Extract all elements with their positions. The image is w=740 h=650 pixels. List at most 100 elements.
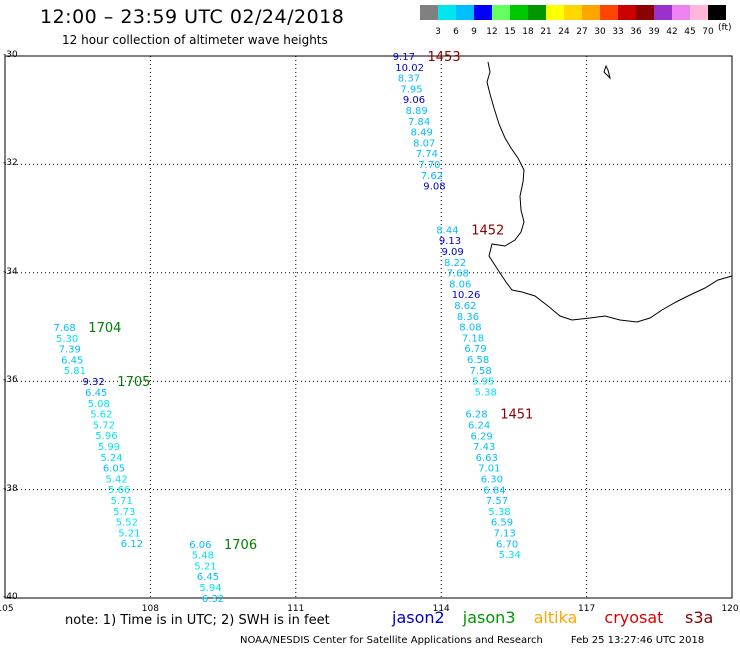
wave-height-value: 5.42 [106,474,128,485]
wave-height-value: 5.73 [113,507,135,518]
x-tick-label: 111 [287,604,305,614]
wave-height-value: 6.28 [465,410,487,421]
scale-swatch [672,5,690,20]
scale-label: 36 [630,27,642,37]
wave-height-value: 5.81 [64,366,86,377]
altimeter-tracks: 9.1710.028.377.959.068.897.848.498.077.7… [54,50,534,605]
y-tick-label: -40 [3,592,18,602]
pass-number-label: 1706 [224,538,257,553]
footnote: note: 1) Time is in UTC; 2) SWH is in fe… [65,613,330,628]
wave-height-value: 6.45 [61,355,83,366]
wave-height-value: 7.57 [486,496,508,507]
wave-height-value: 6.12 [121,539,143,550]
wave-height-value: 5.08 [88,399,110,410]
wave-height-value: 5.71 [111,496,133,507]
scale-swatch [654,5,672,20]
scale-label: 3 [435,27,441,37]
satellite-legend-cryosat: cryosat [604,608,664,627]
scale-label: 15 [504,27,516,37]
y-tick-label: -34 [3,266,18,277]
scale-label: 45 [684,27,696,37]
wave-height-value: 6.32 [202,594,224,605]
map-frame [4,55,733,599]
scale-unit: (ft) [718,23,732,33]
wave-height-value: 8.08 [459,323,481,334]
scale-label: 30 [594,27,606,37]
wave-height-value: 9.09 [442,247,464,258]
pass-number-label: 1452 [471,223,504,238]
wave-height-value: 6.70 [496,539,518,550]
satellite-legend-jason3: jason3 [462,608,516,627]
wave-height-value: 9.32 [83,377,105,388]
wave-height-value: 8.22 [444,258,466,269]
wave-height-value: 7.39 [59,345,81,356]
wave-height-value: 7.95 [400,84,422,95]
wave-height-value: 6.05 [103,464,125,475]
wave-height-value: 5.72 [93,420,115,431]
wave-height-value: 5.48 [192,551,214,562]
wave-height-value: 7.84 [408,117,430,128]
wave-height-value: 5.94 [199,583,221,594]
wave-height-value: 5.62 [90,410,112,421]
pass-number-label: 1704 [88,321,121,336]
wave-height-value: 5.52 [116,518,138,529]
scale-label: 12 [486,27,498,37]
scale-swatch [600,5,618,20]
wave-height-value: 6.63 [476,453,498,464]
wave-height-value: 8.07 [413,138,435,149]
scale-swatch [564,5,582,20]
scale-label: 24 [558,27,570,37]
wave-height-value: 8.37 [398,74,420,85]
scale-label: 6 [453,27,459,37]
wave-height-value: 5.38 [475,387,497,398]
wave-height-value: 7.68 [54,323,76,334]
coastline-fragment [603,64,611,80]
wave-height-value: 8.62 [454,301,476,312]
wave-height-value: 7.62 [421,171,443,182]
wave-height-value: 8.06 [449,279,471,290]
wave-height-value: 8.44 [436,225,458,236]
x-tick-label: 105 [0,604,14,614]
scale-swatch [708,5,726,20]
wave-height-value: 7.74 [416,149,438,160]
wave-height-value: 6.84 [483,485,505,496]
satellite-legend-altika: altika [533,608,578,627]
wave-height-value: 7.68 [447,269,469,280]
scale-swatch [618,5,636,20]
wave-height-value: 6.59 [491,518,513,529]
wave-height-value: 7.13 [494,529,516,540]
footer: NOAA/NESDIS Center for Satellite Applica… [240,635,704,646]
wave-height-value: 6.29 [471,431,493,442]
pass-number-label: 1705 [117,375,150,390]
scale-label: 18 [522,27,534,37]
wave-height-value: 5.21 [118,528,140,539]
wave-height-value: 9.13 [439,236,461,247]
wave-height-value: 5.99 [98,442,120,453]
scale-swatch [690,5,708,20]
scale-swatch [636,5,654,20]
wave-height-value: 7.70 [418,160,440,171]
y-tick-label: -36 [3,375,18,386]
chart-title: 12:00 – 23:59 UTC 02/24/2018 [40,6,345,28]
scale-swatch [456,5,474,20]
wave-height-value: 5.66 [108,485,130,496]
x-tick-label: 114 [432,604,450,614]
footer-org: NOAA/NESDIS Center for Satellite Applica… [240,635,543,646]
wave-height-value: 8.49 [411,128,433,139]
y-tick-label: -30 [3,50,18,60]
wave-height-value: 6.45 [197,572,219,583]
wave-height-value: 5.95 [472,377,494,388]
y-tick-label: -38 [3,483,18,494]
pass-number-label: 1453 [428,50,461,65]
wave-height-value: 6.58 [467,355,489,366]
chart-subtitle: 12 hour collection of altimeter wave hei… [62,33,328,47]
wave-height-value: 5.30 [56,334,78,345]
australia-coastline [486,61,733,323]
x-tick-label: 117 [578,604,596,614]
wave-height-value: 5.24 [100,453,122,464]
wave-height-value: 9.17 [393,52,415,63]
wave-height-value: 5.21 [194,561,216,572]
wave-height-value: 8.36 [457,312,479,323]
scale-swatch [510,5,528,20]
